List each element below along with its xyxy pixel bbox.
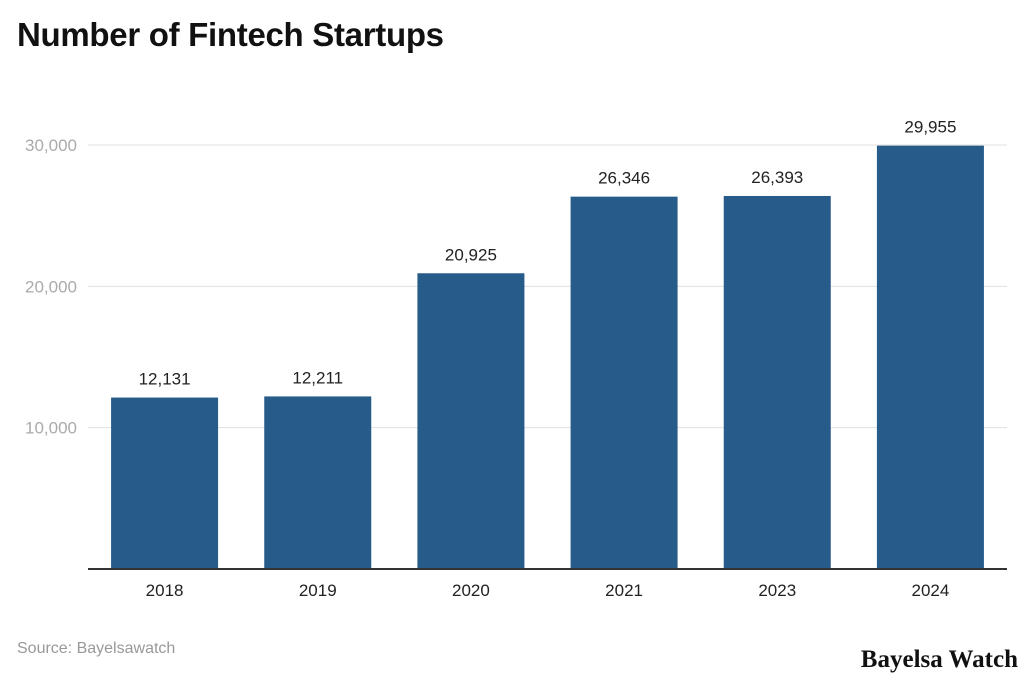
x-tick-label: 2019 [299,581,337,600]
data-label: 12,131 [139,370,191,389]
bar-2021 [570,196,678,570]
data-label: 12,211 [292,368,343,387]
x-tick-label: 2024 [912,581,950,600]
data-label: 29,955 [904,118,956,137]
brand-logo: Bayelsa Watch [860,646,1018,673]
bar-2020 [417,273,525,569]
x-tick-label: 2020 [452,581,490,600]
x-tick-label: 2018 [146,581,184,600]
bar-2018 [111,397,219,569]
bar-2019 [264,396,372,569]
chart-title: Number of Fintech Startups [17,16,444,53]
y-tick-label: 20,000 [25,277,77,296]
y-tick-label: 30,000 [25,136,77,155]
x-tick-label: 2021 [605,581,643,600]
x-tick-label: 2023 [758,581,796,600]
data-label: 26,346 [598,169,650,188]
y-tick-label: 10,000 [25,419,77,438]
bar-2023 [723,195,831,569]
data-label: 26,393 [751,168,803,187]
data-label: 20,925 [445,245,497,264]
bar-2024 [876,145,984,570]
source-note: Source: Bayelsawatch [17,640,176,657]
